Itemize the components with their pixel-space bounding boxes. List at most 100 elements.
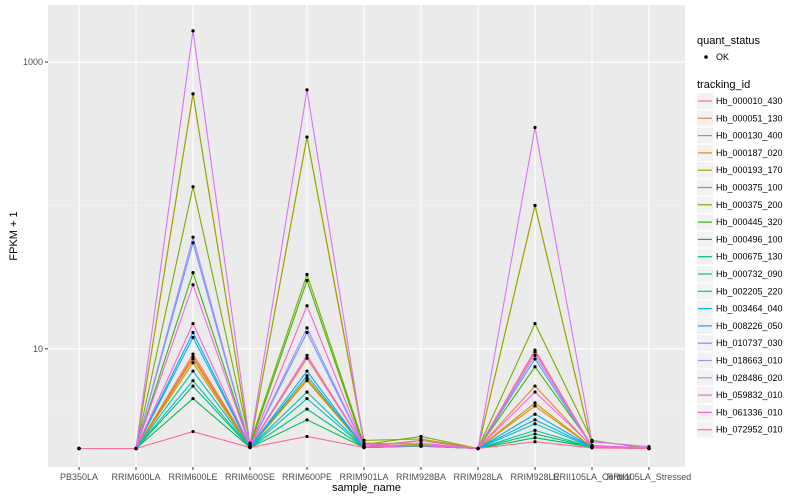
legend-label: Hb_000051_130	[716, 113, 783, 123]
data-point	[590, 440, 594, 444]
data-point	[362, 442, 366, 447]
data-point	[590, 446, 594, 450]
data-point	[533, 432, 537, 436]
legend-label: Hb_003464_040	[716, 304, 783, 314]
plot-panel	[48, 5, 685, 467]
legend-point-key	[704, 55, 708, 59]
data-point	[533, 422, 537, 426]
data-point	[305, 390, 309, 394]
x-tick-label: RRIM928LE	[510, 472, 559, 482]
legend: quant_status OK tracking_id Hb_000010_43…	[697, 35, 783, 438]
legend-label: Hb_000732_090	[716, 269, 783, 279]
data-point	[533, 350, 537, 354]
data-point	[191, 29, 195, 33]
data-point	[191, 283, 195, 287]
data-point	[191, 241, 195, 245]
color-legend-title: tracking_id	[697, 79, 750, 91]
data-point	[305, 369, 309, 373]
legend-label: Hb_000010_430	[716, 96, 783, 106]
data-point	[77, 446, 81, 451]
data-point	[533, 440, 537, 444]
data-point	[533, 404, 537, 408]
x-tick-label: RRIM928BA	[396, 472, 446, 482]
legend-label: Hb_000187_020	[716, 148, 783, 158]
data-point	[305, 326, 309, 330]
data-point	[305, 418, 309, 422]
data-point	[305, 272, 309, 277]
data-point	[191, 235, 195, 239]
data-point	[533, 384, 537, 388]
data-point	[191, 369, 195, 373]
data-point	[533, 353, 537, 358]
legend-label: Hb_000130_400	[716, 131, 783, 141]
shape-legend-title: quant_status	[697, 35, 760, 47]
data-point	[419, 434, 423, 439]
data-point	[362, 438, 366, 442]
x-tick-label: RRIM928LA	[453, 472, 502, 482]
data-point	[419, 438, 423, 442]
data-point	[248, 445, 252, 450]
data-point	[305, 434, 309, 439]
legend-label: Hb_000496_100	[716, 234, 783, 244]
legend-label: Hb_018663_010	[716, 356, 783, 366]
data-points	[77, 29, 651, 451]
legend-label: Hb_072952_010	[716, 425, 783, 435]
y-tick-label: 1000	[23, 57, 43, 67]
data-point	[191, 185, 195, 189]
data-point	[305, 379, 309, 383]
x-axis-title: sample_name	[332, 482, 401, 494]
legend-label: Hb_000675_130	[716, 252, 783, 262]
data-point	[191, 361, 195, 365]
grid	[48, 5, 685, 467]
data-point	[533, 436, 537, 440]
legend-label: Hb_010737_030	[716, 338, 783, 348]
data-point	[533, 390, 537, 394]
data-point	[305, 330, 309, 335]
data-point	[419, 443, 423, 448]
data-point	[533, 428, 537, 432]
data-point	[191, 335, 195, 340]
data-point	[191, 271, 195, 275]
x-axis: PB350LA RRIM600LA RRIM600LE RRIM600SE RRIM60…	[60, 467, 691, 482]
data-point	[305, 356, 309, 360]
legend-label: Hb_000445_320	[716, 217, 783, 227]
data-point	[419, 441, 423, 445]
data-point	[191, 352, 195, 356]
data-point	[305, 135, 309, 139]
x-tick-label: RRIM600PE	[282, 472, 332, 482]
data-point	[305, 278, 309, 283]
x-tick-label: PB350LA	[60, 472, 98, 482]
data-point	[305, 374, 309, 378]
legend-label: OK	[716, 52, 729, 62]
data-point	[305, 353, 309, 358]
data-point	[134, 446, 138, 451]
data-point	[191, 384, 195, 388]
data-point	[191, 322, 195, 326]
legend-label: Hb_002205_220	[716, 286, 783, 296]
data-point	[305, 396, 309, 401]
data-point	[533, 412, 537, 416]
data-point	[305, 304, 309, 308]
legend-label: Hb_000375_100	[716, 183, 783, 193]
data-point	[476, 446, 480, 451]
data-point	[191, 429, 195, 434]
data-point	[533, 203, 537, 208]
y-tick-label: 10	[33, 344, 43, 354]
data-point	[533, 418, 537, 422]
x-tick-label: RRIM600LE	[168, 472, 217, 482]
x-tick-label: RRII105LA_Control	[553, 472, 631, 482]
x-tick-label: RRIM600SE	[225, 472, 275, 482]
legend-label: Hb_008226_050	[716, 321, 783, 331]
legend-label: Hb_000193_170	[716, 165, 783, 175]
data-point	[191, 330, 195, 335]
data-point	[533, 322, 537, 326]
data-point	[533, 125, 537, 130]
data-point	[647, 446, 651, 451]
data-point	[533, 401, 537, 405]
y-axis: 10 1000	[23, 57, 48, 354]
data-point	[533, 365, 537, 369]
data-point	[362, 445, 366, 450]
data-point	[191, 357, 195, 361]
legend-label: Hb_028486_020	[716, 373, 783, 383]
